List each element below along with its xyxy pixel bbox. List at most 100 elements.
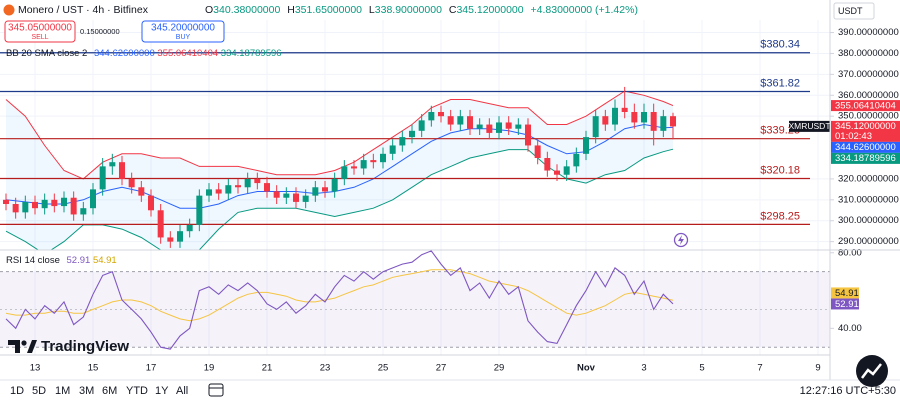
candle: [70, 191, 77, 221]
candle: [554, 164, 561, 181]
candle-body: [583, 137, 590, 154]
candle: [583, 130, 590, 161]
candle: [544, 151, 551, 177]
candle-body: [12, 204, 19, 213]
logo-mark: [8, 340, 20, 353]
x-tick-label: 3: [641, 363, 646, 374]
sell-button[interactable]: [4, 20, 76, 43]
range-button[interactable]: 1D: [10, 385, 24, 397]
logo-mark-dot: [21, 340, 27, 346]
price-badge: [831, 100, 900, 112]
candle-body: [244, 178, 251, 188]
range-button[interactable]: 1M: [55, 385, 70, 397]
candle-body: [660, 116, 667, 131]
candle-body: [621, 107, 628, 112]
candle: [205, 183, 212, 202]
candle-body: [147, 195, 154, 211]
y-tick-label: 290.00000000: [838, 236, 899, 247]
candle: [670, 112, 677, 140]
y-tick-label: 360.00000000: [838, 90, 899, 101]
candle-body: [2, 199, 9, 204]
candle: [283, 187, 290, 204]
ohlc-value: 345.12000000: [456, 4, 523, 16]
candle: [254, 172, 261, 190]
candle-body: [641, 112, 648, 123]
candle: [641, 103, 648, 129]
logo-text: TradingView: [41, 338, 129, 355]
sell-price: 345.05000000: [8, 23, 72, 34]
candle: [109, 153, 116, 175]
x-tick-label: 27: [436, 363, 447, 374]
currency-selector[interactable]: [833, 2, 875, 20]
candle: [660, 109, 667, 138]
candle: [389, 139, 396, 161]
rsi-ma-line: [5, 269, 674, 322]
candle-body: [205, 189, 212, 196]
x-tick-label: 5: [699, 363, 704, 374]
candle-body: [167, 237, 174, 242]
candle-body: [89, 189, 96, 209]
range-button[interactable]: 3M: [79, 385, 94, 397]
brand-badge: [856, 355, 888, 387]
y-tick-label: 390.00000000: [838, 27, 899, 38]
candle-body: [525, 124, 532, 146]
candle: [176, 224, 183, 248]
candle: [293, 187, 300, 209]
x-tick-label: Nov: [577, 363, 596, 374]
candle-body: [612, 107, 619, 125]
buy-button[interactable]: [141, 20, 225, 43]
candle-body: [650, 112, 657, 131]
candle: [2, 193, 9, 211]
range-button[interactable]: 1Y: [155, 385, 169, 397]
range-button[interactable]: All: [176, 385, 188, 397]
candle: [60, 191, 67, 213]
brand-badge-line: [861, 363, 882, 379]
candle: [167, 231, 174, 248]
candle-body: [486, 124, 493, 133]
candle: [22, 195, 29, 219]
price-badge: [831, 152, 900, 164]
candle-body: [80, 208, 87, 215]
rsi-pane: [0, 250, 830, 350]
rsi-badge: [831, 287, 859, 299]
x-tick-label: 29: [494, 363, 505, 374]
x-tick-label: 19: [204, 363, 215, 374]
calendar-icon[interactable]: [208, 383, 224, 397]
alert-icon-bolt: [678, 235, 684, 245]
bb-lower-line: [5, 148, 674, 250]
buy-price: 345.20000000: [151, 23, 215, 34]
candle: [12, 197, 19, 219]
candle-body: [60, 197, 67, 207]
level-label: $380.34: [760, 39, 800, 51]
price-badge: [831, 141, 900, 153]
countdown: 01:02:43: [835, 131, 872, 142]
rsi-legend: RSI 14 close 52.91 54.91: [6, 255, 117, 266]
x-tick-label: 7: [757, 363, 762, 374]
candle: [602, 109, 609, 131]
range-button[interactable]: YTD: [126, 385, 148, 397]
candle: [399, 130, 406, 152]
range-button[interactable]: 5D: [32, 385, 46, 397]
ohlc-legend: O340.38000000 H351.65000000 L338.9000000…: [205, 4, 638, 16]
rsi-y-tick-label: 80.00: [838, 247, 862, 258]
y-tick-label: 310.00000000: [838, 194, 899, 205]
range-button[interactable]: 6M: [102, 385, 117, 397]
ohlc-value: 338.90000000: [375, 4, 442, 16]
candle: [302, 189, 309, 209]
candle: [263, 176, 270, 198]
candle-body: [225, 185, 232, 194]
rsi-y-tick-label: 40.00: [838, 323, 862, 334]
candle: [476, 118, 483, 135]
candle: [138, 181, 145, 202]
candle-body: [118, 162, 125, 179]
candle: [573, 147, 580, 173]
price-badge: [831, 120, 900, 142]
ohlc-key: C: [449, 4, 457, 16]
candle-body: [544, 158, 551, 171]
alert-icon[interactable]: [673, 232, 689, 248]
price-badge-label: 334.18789596: [835, 153, 896, 164]
candle: [447, 109, 454, 131]
candle-body: [263, 183, 270, 192]
level-label: $320.18: [760, 164, 800, 176]
candle: [563, 160, 570, 181]
